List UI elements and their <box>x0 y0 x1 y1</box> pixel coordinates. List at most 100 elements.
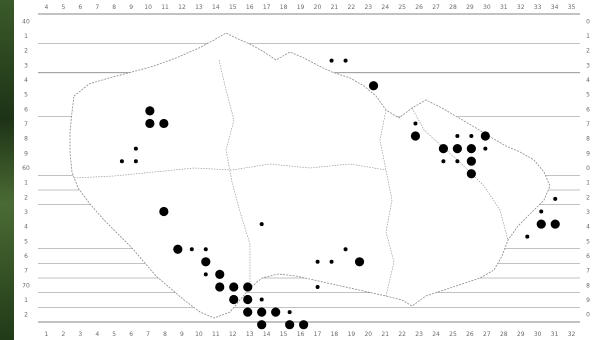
occurrence-dot-small <box>189 247 194 252</box>
left-axis-label: 2 <box>24 312 28 319</box>
occurrence-dot-small <box>259 297 264 302</box>
occurrence-dot-large <box>173 244 183 254</box>
occurrence-dot-large <box>229 282 239 292</box>
right-axis-label: 8 <box>586 136 590 143</box>
distribution-map: 4 5 6 7 8 9 10 11 12 13 14 15 16 17 18 19 20 21 22 23 24 25 26… <box>22 4 590 338</box>
top-axis-label: 13 <box>195 4 203 11</box>
top-axis-label: 26 <box>415 4 423 11</box>
occurrence-dot-small <box>483 146 488 151</box>
bottom-axis-label: 20 <box>364 331 372 338</box>
occurrence-dot-small <box>133 146 138 151</box>
bottom-axis-label: 26 <box>466 331 474 338</box>
occurrence-dot-small <box>203 272 208 277</box>
occurrence-dot-large <box>215 282 225 292</box>
bottom-axis-label: 27 <box>483 331 491 338</box>
top-axis-label: 9 <box>129 4 133 11</box>
occurrence-dot-large <box>299 320 309 330</box>
top-axis-label: 4 <box>45 4 49 11</box>
occurrence-dot-small <box>553 196 558 201</box>
left-axis-label: 1 <box>24 180 28 187</box>
occurrence-dot-large <box>257 320 267 330</box>
left-axis-label: 7 <box>24 268 28 275</box>
left-axis-label: 4 <box>24 224 28 231</box>
left-axis-label: 1 <box>24 297 28 304</box>
bottom-axis-label: 15 <box>280 331 288 338</box>
occurrence-dot-small <box>119 159 124 164</box>
left-axis-label: 6 <box>24 106 28 113</box>
country-outline <box>69 32 551 319</box>
right-axis-label: 0 <box>586 165 590 172</box>
left-axis-label: 9 <box>24 150 28 157</box>
left-axis-label: 60 <box>22 165 30 172</box>
bottom-axis-label: 11 <box>212 331 220 338</box>
left-axis-label: 5 <box>24 92 28 99</box>
right-axis-label: 2 <box>586 194 590 201</box>
right-axis-label: 4 <box>586 77 590 84</box>
occurrence-dot-large <box>480 131 490 141</box>
top-axis-label: 32 <box>517 4 525 11</box>
bottom-axis-label: 21 <box>381 331 389 338</box>
bottom-axis-label: 3 <box>78 331 82 338</box>
bottom-axis-label: 29 <box>517 331 525 338</box>
left-axis-label: 2 <box>24 48 28 55</box>
occurrence-dot-large <box>271 307 281 317</box>
occurrence-dot-large <box>466 144 476 154</box>
bottom-axis-label: 5 <box>112 331 116 338</box>
top-axis-label: 29 <box>466 4 474 11</box>
top-axis-label: 15 <box>229 4 237 11</box>
occurrence-dot-large <box>536 219 546 229</box>
left-axis-label: 5 <box>24 238 28 245</box>
region-boundary-north <box>218 59 251 288</box>
left-axis-label: 7 <box>24 121 28 128</box>
bottom-axis-label: 19 <box>348 331 356 338</box>
right-axis-label: 5 <box>586 92 590 99</box>
top-axis-label: 25 <box>398 4 406 11</box>
top-axis-label: 6 <box>78 4 82 11</box>
occurrence-dot-small <box>203 247 208 252</box>
top-axis-label: 14 <box>212 4 220 11</box>
right-axis-label: 7 <box>586 121 590 128</box>
occurrence-dot-small <box>343 58 348 63</box>
distribution-map-sheet: 4 5 6 7 8 9 10 11 12 13 14 15 16 17 18 19 20 21 22 23 24 25 26… <box>14 0 597 340</box>
right-axis-label: 5 <box>586 238 590 245</box>
right-axis-label: 1 <box>586 180 590 187</box>
occurrence-dot-large <box>452 144 462 154</box>
occurrence-dot-large <box>410 131 421 141</box>
bottom-axis-label: 28 <box>500 331 508 338</box>
occurrence-dot-large <box>354 257 365 267</box>
left-axis-label: 3 <box>24 209 28 216</box>
top-axis-label: 5 <box>61 4 65 11</box>
occurrence-dot-small <box>329 58 334 63</box>
bottom-axis-label: 31 <box>551 331 559 338</box>
occurrence-dot-large <box>243 307 253 317</box>
occurrence-dot-large <box>201 257 211 267</box>
top-axis-label: 11 <box>161 4 169 11</box>
right-axis-label: 0 <box>586 18 590 25</box>
bottom-axis-label: 1 <box>45 331 49 338</box>
top-axis-label: 34 <box>551 4 559 11</box>
right-axis-label: 6 <box>586 106 590 113</box>
occurrence-markers <box>119 58 560 330</box>
region-boundary-east <box>411 107 509 241</box>
left-axis-label: 3 <box>24 62 28 69</box>
occurrence-dot-small <box>455 134 460 139</box>
background-photo-strip <box>0 0 14 340</box>
occurrence-dot-small <box>525 234 530 239</box>
bottom-axis-label: 24 <box>432 331 440 338</box>
bottom-axis-label: 17 <box>314 331 322 338</box>
occurrence-dot-small <box>469 134 474 139</box>
top-axis-label: 22 <box>348 4 356 11</box>
right-axis-label: 9 <box>586 150 590 157</box>
occurrence-dot-small <box>413 121 418 126</box>
top-axis-label: 17 <box>263 4 271 11</box>
bottom-axis-label: 30 <box>534 331 542 338</box>
occurrence-dot-large <box>550 219 560 229</box>
right-axis-label: 9 <box>586 297 590 304</box>
occurrence-dot-large <box>438 144 449 154</box>
top-axis-label: 33 <box>534 4 542 11</box>
occurrence-dot-large <box>243 294 253 305</box>
grid-axes: 4 5 6 7 8 9 10 11 12 13 14 15 16 17 18 19 20 21 22 23 24 25 26… <box>22 4 590 338</box>
top-axis-label: 18 <box>280 4 288 11</box>
bottom-axis-label: 9 <box>180 331 184 338</box>
bottom-axis-label: 10 <box>195 331 203 338</box>
